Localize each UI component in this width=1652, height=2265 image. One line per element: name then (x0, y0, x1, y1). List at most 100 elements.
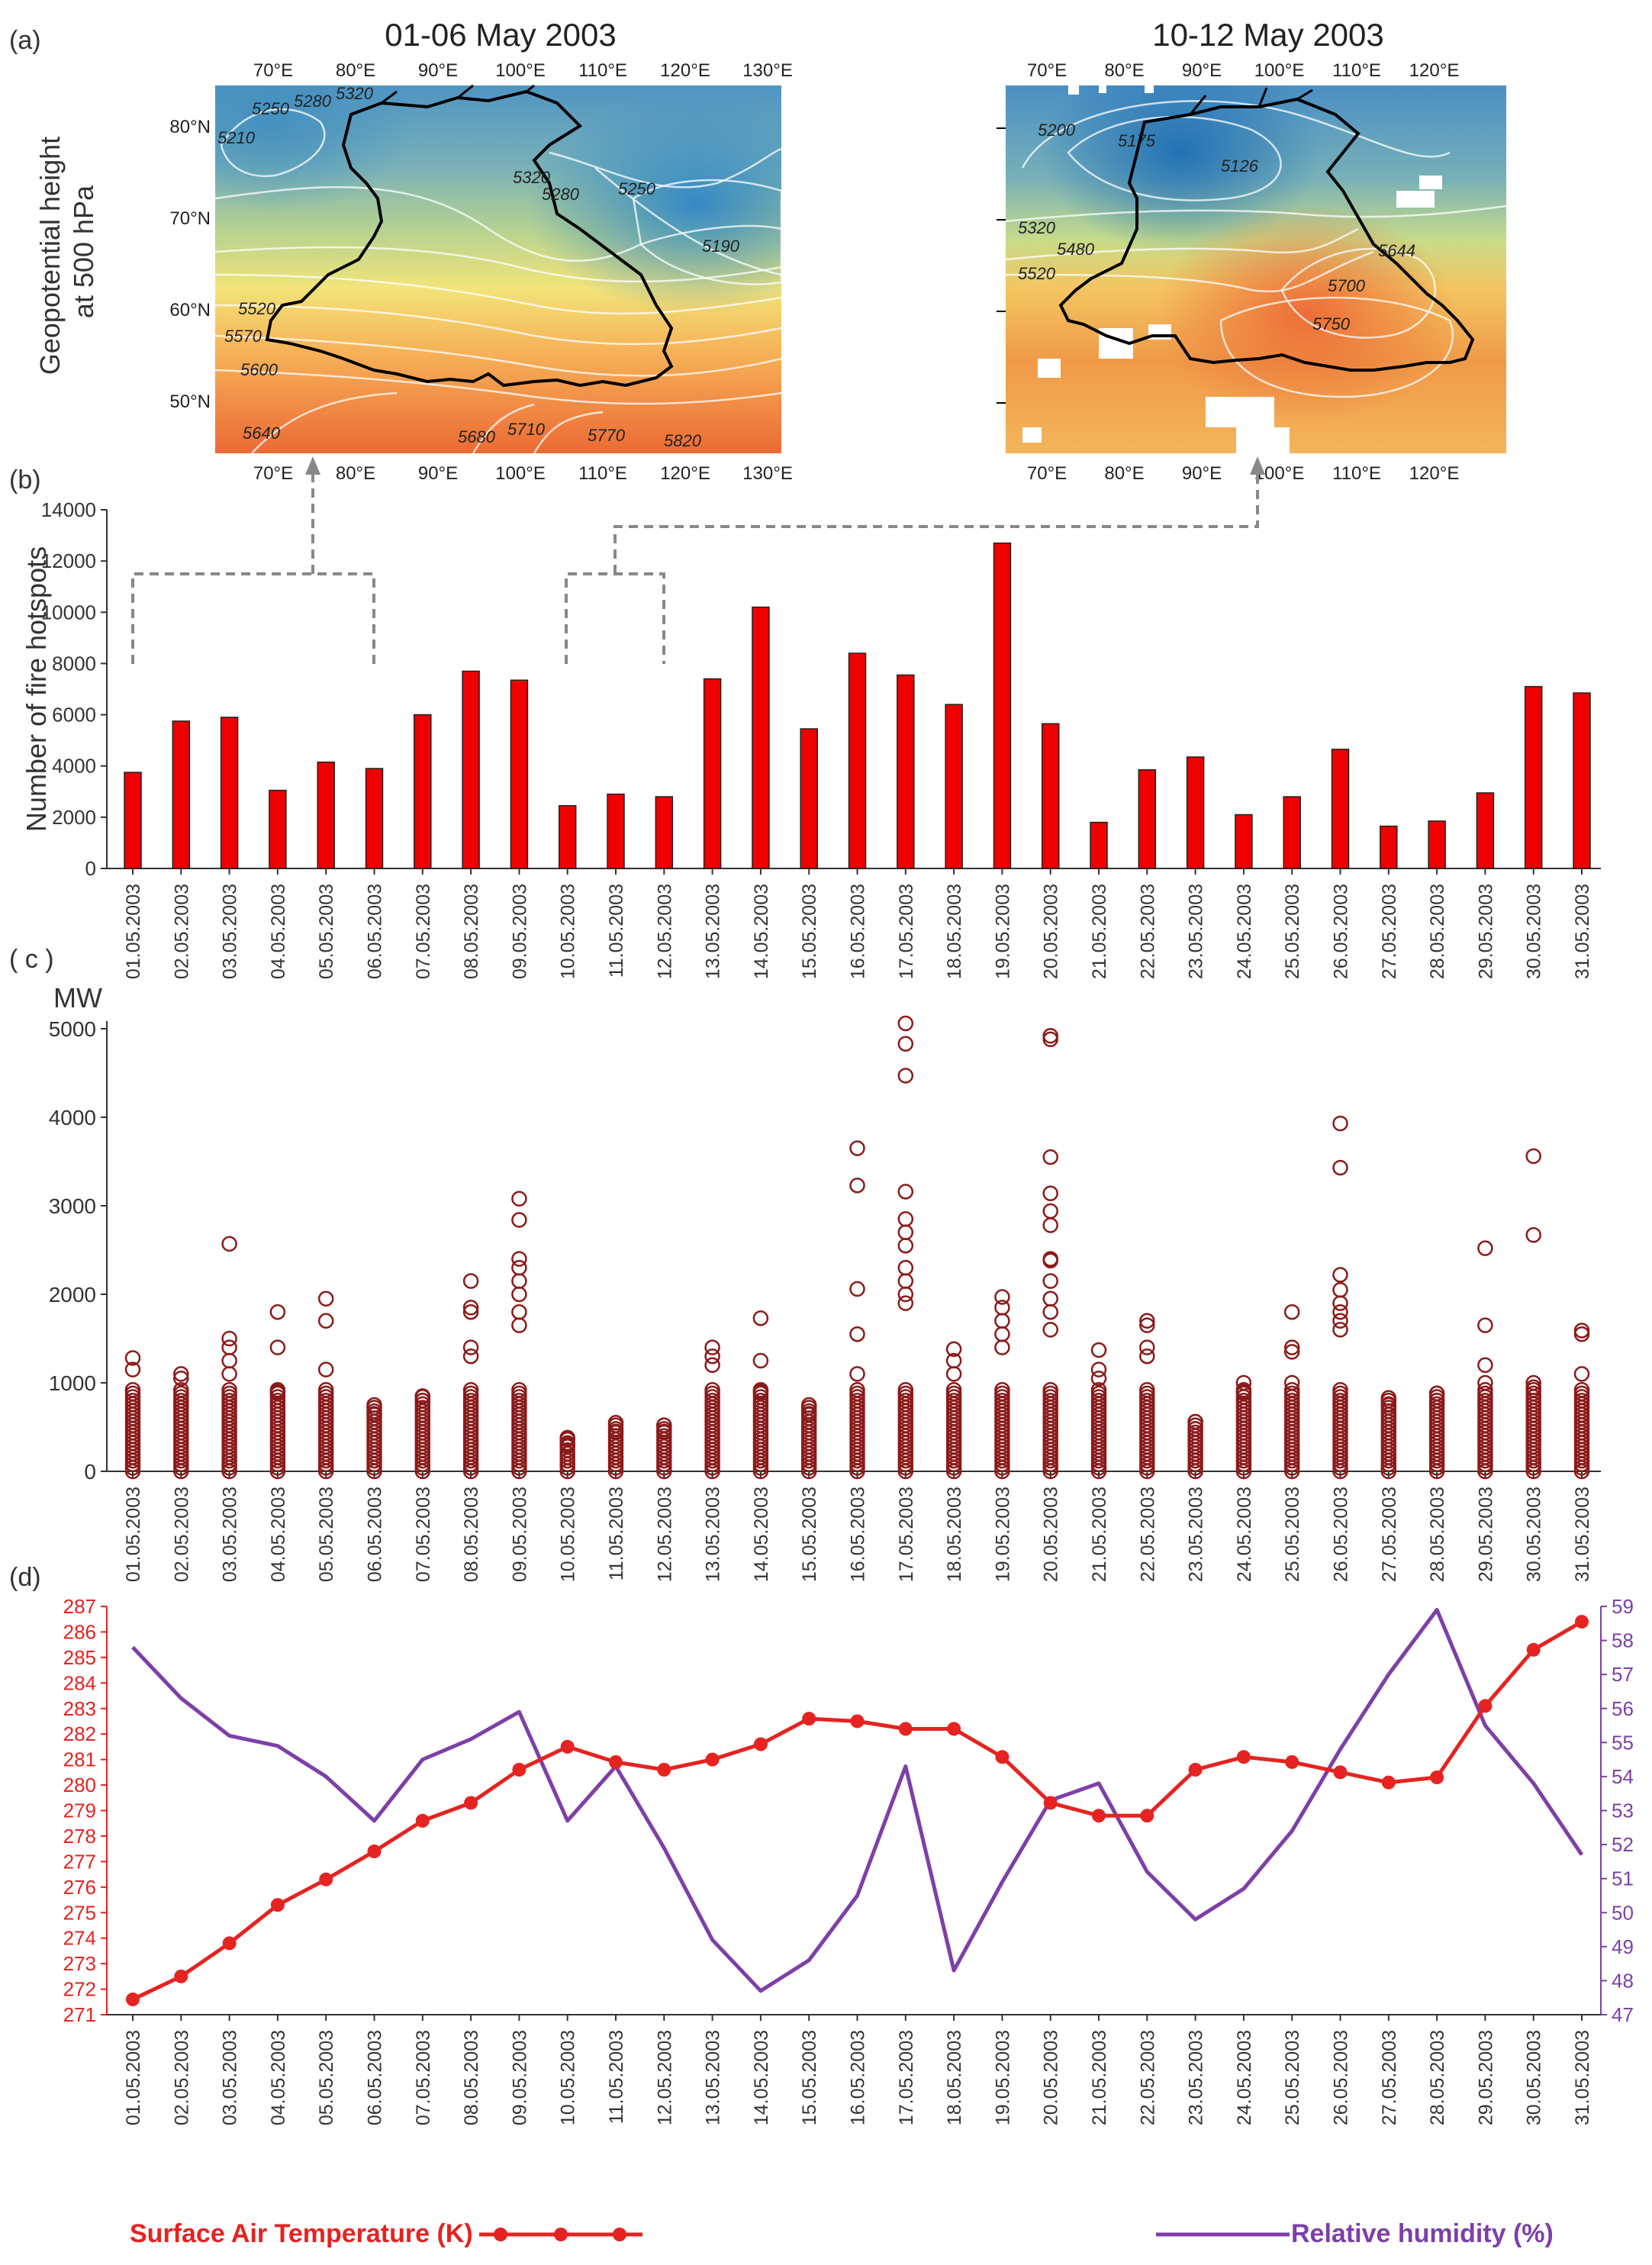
x-tick-label: 23.05.2003 (1186, 2030, 1207, 2125)
frp-point (849, 1281, 865, 1297)
frp-point (462, 1300, 479, 1316)
lon-tick-bottom: 120°E (660, 463, 710, 484)
frp-point-max (317, 1290, 334, 1307)
y-tick-label-left: 274 (63, 1927, 96, 1950)
x-tick-label: 04.05.2003 (268, 884, 289, 979)
temperature-point (1188, 1763, 1203, 1777)
frp-point (704, 1357, 720, 1374)
y-tick-label: 8000 (52, 652, 96, 675)
contour-label: 5480 (1057, 240, 1095, 259)
temperature-point (1381, 1775, 1396, 1790)
x-tick-label: 25.05.2003 (1282, 1487, 1303, 1582)
x-tick-label: 05.05.2003 (316, 1487, 337, 1582)
frp-point (1042, 1185, 1058, 1202)
x-tick-label: 31.05.2003 (1572, 2030, 1593, 2125)
bar (993, 542, 1012, 869)
arrow-head-right (1250, 456, 1265, 475)
frp-point-max (800, 1397, 817, 1413)
frp-point (511, 1317, 527, 1333)
temperature-line (131, 1619, 1583, 2002)
frp-point (1332, 1303, 1348, 1320)
bar (1331, 749, 1350, 869)
frp-point (1283, 1344, 1300, 1360)
bar (897, 674, 915, 869)
frp-point (511, 1251, 527, 1267)
x-tick-label: 06.05.2003 (365, 1487, 386, 1582)
frp-point-max (1428, 1385, 1445, 1402)
frp-point (945, 1366, 962, 1382)
frp-point (1090, 1382, 1107, 1398)
x-tick-label: 30.05.2003 (1524, 2030, 1545, 2125)
frp-point-max (1525, 1148, 1541, 1165)
arrow-head-left (305, 456, 320, 475)
frp-point (1428, 1392, 1445, 1409)
bar (848, 652, 867, 869)
frp-point-max (124, 1350, 141, 1366)
temperature-point (319, 1872, 333, 1886)
frp-scatter-chart: 0 1000 2000 3000 4000 5000 MW 01.05.2003 02.05.2… (49, 982, 1601, 1582)
map-left-outline (265, 89, 674, 388)
bracket-connectors (131, 473, 1259, 664)
contour-label: 5640 (243, 424, 281, 443)
y-tick-label-left: 277 (63, 1850, 96, 1873)
x-tick-label: 11.05.2003 (606, 884, 627, 978)
frp-point-max (1235, 1374, 1252, 1391)
x-tick-label: 18.05.2003 (944, 884, 965, 979)
legend: Surface Air Temperature (K) Relative hum… (130, 2219, 1554, 2248)
x-tick-label: 10.05.2003 (558, 2030, 579, 2125)
contour-label: 5600 (240, 360, 279, 379)
temperature-point (1478, 1699, 1493, 1713)
frp-point (1090, 1361, 1107, 1377)
frp-point-max (704, 1339, 720, 1355)
lon-tick-top: 130°E (742, 60, 793, 81)
x-tick-label: 08.05.2003 (461, 884, 482, 979)
frp-point-max (752, 1310, 769, 1326)
x-tick-label: 05.05.2003 (316, 884, 337, 979)
frp-point (1139, 1348, 1155, 1364)
y-tick-label-left: 282 (63, 1722, 96, 1745)
lat-tick: 60°N (169, 300, 211, 321)
x-tick-label: 22.05.2003 (1137, 1487, 1158, 1582)
frp-point (1042, 1382, 1058, 1398)
bar (1428, 820, 1446, 869)
lat-tick: 70°N (169, 208, 211, 229)
frp-point (511, 1273, 527, 1289)
temperature-point (1140, 1809, 1154, 1823)
x-tick-label: 08.05.2003 (461, 1487, 482, 1582)
temperature-point (126, 1992, 140, 2006)
x-tick-label: 30.05.2003 (1524, 1487, 1545, 1582)
frp-point (511, 1382, 527, 1398)
map-right-outline (1058, 97, 1475, 372)
frp-point (221, 1330, 237, 1347)
frp-point (897, 1068, 914, 1084)
legend-temperature-marker (613, 2228, 626, 2241)
frp-point (317, 1382, 334, 1398)
lon-tick-top: 110°E (1332, 60, 1381, 81)
panel-label-d: (d) (9, 1563, 41, 1592)
contour-label: 5644 (1378, 241, 1415, 260)
temperature-point (1236, 1750, 1251, 1764)
frp-point-max (366, 1397, 382, 1413)
x-tick-label: 04.05.2003 (268, 1487, 289, 1582)
x-tick-label: 30.05.2003 (1524, 884, 1545, 979)
x-tick-label: 13.05.2003 (703, 2030, 724, 2125)
y-tick-label-right: 54 (1612, 1765, 1634, 1788)
frp-point (1042, 1149, 1058, 1165)
bar (1476, 792, 1495, 869)
temperature-point (1092, 1809, 1106, 1823)
frp-point (1283, 1339, 1300, 1355)
frp-point (1332, 1295, 1348, 1311)
lon-tick-top: 80°E (336, 60, 375, 81)
lon-tick-bottom: 80°E (1104, 463, 1144, 484)
lon-tick-bottom: 100°E (495, 463, 546, 484)
lon-tick-bottom: 70°E (1027, 463, 1067, 484)
bar (1283, 796, 1301, 869)
x-tick-label: 15.05.2003 (799, 1487, 820, 1582)
bar-chart: 0 2000 4000 6000 8000 10000 12000 14000 Number o… (21, 498, 1601, 979)
frp-point (897, 1382, 914, 1398)
bar (462, 670, 480, 869)
frp-point (1573, 1366, 1590, 1382)
lon-tick-top: 120°E (1409, 60, 1460, 81)
frp-point (221, 1382, 237, 1398)
